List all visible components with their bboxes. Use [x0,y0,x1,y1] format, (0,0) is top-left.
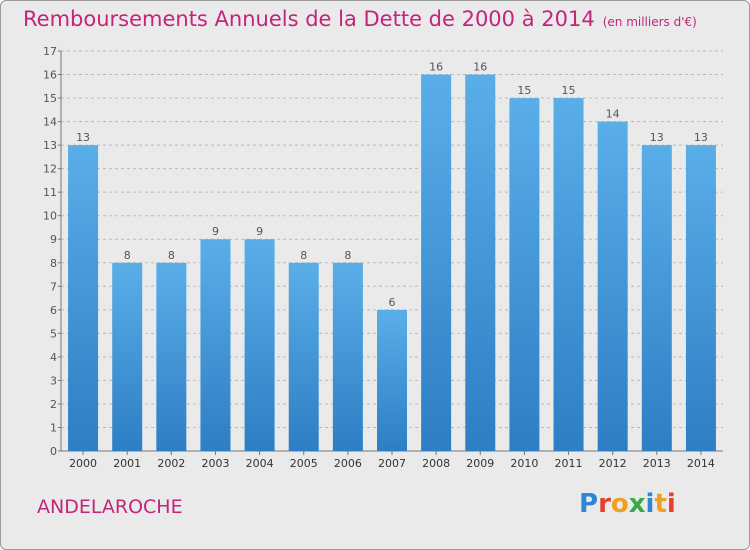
data-label: 8 [168,249,175,262]
data-label: 13 [76,131,90,144]
bar-2013 [641,145,672,451]
data-label: 8 [300,249,307,262]
data-label: 13 [650,131,664,144]
x-tick-label: 2012 [599,457,627,470]
bar-2004 [244,239,275,451]
x-tick-label: 2001 [113,457,141,470]
data-label: 13 [694,131,708,144]
x-tick-label: 2014 [687,457,715,470]
logo-letter: i [666,489,676,519]
data-label: 9 [212,225,219,238]
bar-2000 [68,145,99,451]
bar-2003 [200,239,231,451]
bar-2012 [597,121,628,452]
proxiti-logo: Proxiti [579,489,676,519]
y-tick-label: 1 [50,421,57,434]
y-tick-label: 4 [50,351,57,364]
logo-letter: P [579,489,599,519]
bar-2011 [553,98,584,451]
y-tick-label: 17 [43,45,57,58]
y-tick-label: 3 [50,374,57,387]
y-tick-label: 12 [43,163,57,176]
bar-2010 [509,98,540,451]
data-label: 16 [473,61,487,74]
bar-2001 [112,262,143,451]
commune-name: ANDELAROCHE [37,496,183,518]
data-label: 9 [256,225,263,238]
y-tick-label: 15 [43,92,57,105]
data-labels: 13 8 8 9 9 8 8 6 16 16 15 15 14 13 13 [76,61,708,309]
x-tick-label: 2010 [510,457,538,470]
data-label: 15 [517,84,531,97]
data-label: 8 [344,249,351,262]
y-tick-label: 11 [43,186,57,199]
data-label: 16 [429,61,443,74]
data-label: 15 [562,84,576,97]
logo-letter: o [610,489,629,519]
x-tick-label: 2009 [466,457,494,470]
y-tick-label: 14 [43,116,57,129]
bar-2008 [421,74,452,451]
x-tick-label: 2004 [246,457,274,470]
y-tick-label: 13 [43,139,57,152]
data-label: 6 [389,296,396,309]
x-tick-label: 2005 [290,457,318,470]
x-tick-label: 2013 [643,457,671,470]
bar-2005 [288,262,319,451]
bars [68,74,716,452]
bar-2006 [332,262,363,451]
x-tick-label: 2003 [201,457,229,470]
y-tick-label: 6 [50,304,57,317]
chart-unit-label: (en milliers d'€) [602,15,697,29]
logo-letter: r [598,489,611,519]
y-tick-label: 7 [50,280,57,293]
chart-title-text: Remboursements Annuels de la Dette de 20… [23,7,595,31]
y-tick-label: 10 [43,210,57,223]
logo-letter: t [654,489,667,519]
x-tick-label: 2008 [422,457,450,470]
x-tick-label: 2006 [334,457,362,470]
y-tick-label: 9 [50,233,57,246]
x-tick-label: 2000 [69,457,97,470]
bar-2002 [156,262,187,451]
x-tick-label: 2007 [378,457,406,470]
data-label: 8 [124,249,131,262]
logo-letter: i [645,489,655,519]
bar-2014 [685,145,716,451]
chart-title: Remboursements Annuels de la Dette de 20… [23,7,697,31]
y-tick-label: 8 [50,257,57,270]
bar-2007 [377,309,407,451]
bar-2009 [465,74,496,451]
y-tick-label: 0 [50,445,57,458]
y-tick-label: 5 [50,327,57,340]
y-tick-label: 2 [50,398,57,411]
logo-letter: x [628,489,646,519]
x-tick-label: 2002 [157,457,185,470]
x-tick-label: 2011 [555,457,583,470]
y-tick-label: 16 [43,69,57,82]
data-label: 14 [606,108,620,121]
